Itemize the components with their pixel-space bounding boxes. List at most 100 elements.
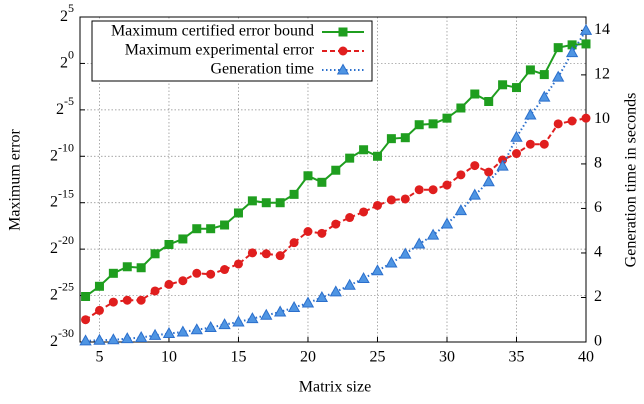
marker xyxy=(399,247,412,259)
marker xyxy=(220,220,230,230)
marker xyxy=(442,180,452,190)
y-tick-label: 2-15 xyxy=(50,186,74,210)
marker xyxy=(247,248,257,258)
marker xyxy=(511,149,521,159)
marker xyxy=(579,23,593,35)
legend-label: Maximum certified error bound xyxy=(111,23,314,40)
y-axis-label: Maximum error xyxy=(7,128,24,230)
marker xyxy=(246,312,259,324)
marker xyxy=(150,286,160,296)
y2-tick-label: 8 xyxy=(594,155,602,172)
marker xyxy=(359,207,369,217)
marker xyxy=(510,130,523,142)
marker xyxy=(539,139,549,149)
marker xyxy=(511,83,521,93)
x-tick-label: 10 xyxy=(161,349,177,366)
marker xyxy=(565,46,579,58)
y-tick-label: 2-30 xyxy=(50,326,74,350)
marker xyxy=(428,185,438,195)
marker xyxy=(261,198,271,208)
marker xyxy=(289,189,299,199)
marker xyxy=(275,198,285,208)
marker xyxy=(233,208,243,218)
x-tick-label: 40 xyxy=(578,349,594,366)
marker xyxy=(372,151,382,161)
marker xyxy=(331,219,341,229)
marker xyxy=(287,300,301,312)
y-tick-label: 2-20 xyxy=(50,233,74,257)
marker xyxy=(301,296,315,308)
marker xyxy=(274,305,287,317)
marker xyxy=(122,295,132,305)
marker xyxy=(470,89,480,99)
marker xyxy=(247,196,257,206)
legend-label: Maximum experimental error xyxy=(125,42,315,59)
x-tick-label: 15 xyxy=(230,349,246,366)
marker xyxy=(204,321,217,333)
x-tick-label: 30 xyxy=(439,349,455,366)
y2-tick-label: 10 xyxy=(594,110,610,127)
marker xyxy=(108,297,118,307)
marker xyxy=(413,237,426,249)
marker xyxy=(524,108,537,120)
marker xyxy=(79,334,92,346)
marker xyxy=(206,269,216,279)
marker xyxy=(178,276,188,286)
legend-label: Generation time xyxy=(210,61,314,78)
marker xyxy=(315,290,329,302)
marker xyxy=(581,113,591,123)
y2-axis-label: Generation time in seconds xyxy=(623,93,640,268)
marker xyxy=(261,249,271,259)
marker xyxy=(136,295,146,305)
y-tick-label: 25 xyxy=(60,1,74,25)
marker xyxy=(317,177,327,187)
x-tick-label: 20 xyxy=(300,349,316,366)
marker xyxy=(428,119,438,129)
marker xyxy=(190,323,203,335)
marker xyxy=(567,116,577,126)
marker xyxy=(192,268,202,278)
y2-tick-label: 0 xyxy=(594,333,602,350)
y-tick-label: 2-25 xyxy=(50,279,74,303)
marker xyxy=(400,194,410,204)
marker xyxy=(357,272,370,284)
marker xyxy=(498,80,508,90)
marker xyxy=(93,333,106,345)
marker xyxy=(470,161,480,171)
marker xyxy=(371,264,384,276)
marker xyxy=(192,224,202,234)
marker xyxy=(331,165,341,175)
marker xyxy=(81,292,91,302)
marker xyxy=(343,278,356,290)
marker xyxy=(482,175,495,187)
marker xyxy=(289,238,299,248)
marker xyxy=(468,188,481,200)
marker xyxy=(108,268,118,278)
marker xyxy=(162,327,176,339)
marker xyxy=(386,195,396,205)
marker xyxy=(539,70,549,80)
marker xyxy=(336,63,350,75)
marker xyxy=(206,224,216,234)
marker xyxy=(233,259,243,269)
marker xyxy=(135,331,148,343)
marker xyxy=(260,308,273,320)
marker xyxy=(275,251,285,261)
marker xyxy=(496,159,509,171)
marker xyxy=(525,139,535,149)
marker xyxy=(440,217,454,229)
marker xyxy=(218,318,231,330)
marker xyxy=(553,43,563,53)
marker xyxy=(345,213,355,223)
x-tick-label: 25 xyxy=(369,349,385,366)
marker xyxy=(484,167,494,177)
marker xyxy=(317,228,327,238)
marker xyxy=(164,239,174,249)
marker xyxy=(220,265,230,275)
marker xyxy=(338,46,348,56)
y-tick-label: 2-5 xyxy=(56,94,74,118)
marker xyxy=(359,145,369,155)
marker xyxy=(581,39,591,49)
y2-tick-label: 4 xyxy=(594,244,602,261)
